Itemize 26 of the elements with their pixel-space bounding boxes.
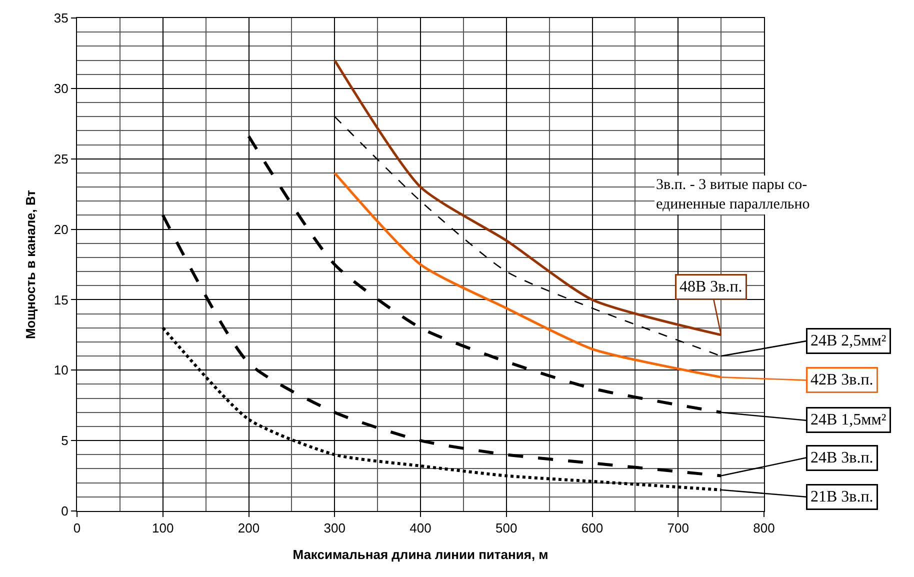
series-label: 48В 3в.п. — [680, 278, 742, 296]
x-tick-label: 200 — [238, 520, 260, 536]
text: 42В 3в.п. — [810, 372, 874, 388]
x-tick-label: 700 — [667, 520, 689, 536]
text: 24В 3в.п. — [810, 450, 874, 466]
legend-label: 21В 3в.п. — [810, 488, 874, 506]
y-tick-label: 0 — [61, 504, 68, 519]
text: 24В 2,5мм² — [810, 332, 886, 350]
y-tick-label: 5 — [61, 433, 68, 448]
y-tick-label: 20 — [54, 222, 68, 237]
y-tick-label: 25 — [54, 151, 68, 166]
annotation: 3в.п. - 3 витые пары со- единенные параллельно — [656, 177, 810, 212]
x-tick-label: 600 — [581, 520, 604, 536]
text: 24В 1,5мм² — [810, 412, 886, 428]
x-tick-label: 500 — [496, 520, 518, 536]
y-tick-label: 15 — [54, 292, 68, 308]
y-tick-label: 35 — [54, 10, 68, 26]
x-tick-label: 400 — [410, 520, 432, 536]
y-tick-label: 30 — [54, 80, 68, 96]
y-tick-label: 10 — [54, 362, 68, 378]
x-tick-label: 0 — [73, 520, 81, 536]
y-axis-title: Мощность в канале, Вт — [22, 190, 38, 340]
x-tick-label: 300 — [324, 520, 346, 536]
x-tick-label: 100 — [152, 520, 174, 536]
x-tick-label: 800 — [753, 520, 775, 536]
x-axis-title: Максимальная длина линии питания, м — [292, 547, 548, 562]
